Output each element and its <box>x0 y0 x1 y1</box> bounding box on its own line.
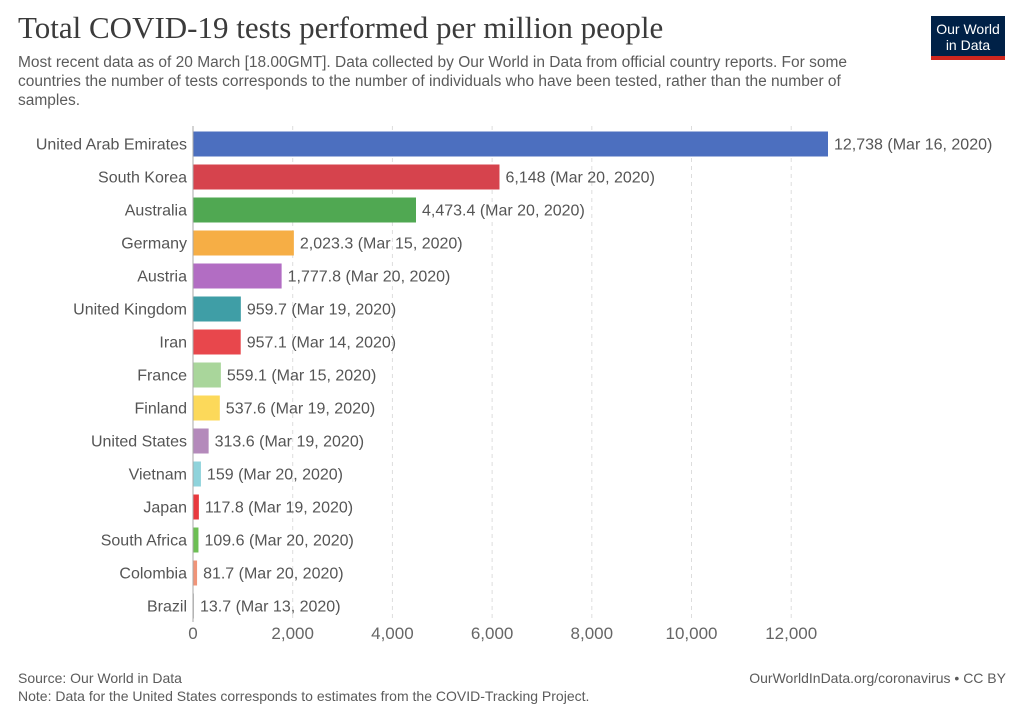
bar <box>193 395 220 421</box>
data-label: 537.6 (Mar 19, 2020) <box>226 401 375 418</box>
data-label: 12,738 (Mar 16, 2020) <box>834 137 992 154</box>
category-label: South Africa <box>101 533 187 550</box>
category-label: Iran <box>159 335 187 352</box>
category-label: Australia <box>125 203 187 220</box>
data-label: 957.1 (Mar 14, 2020) <box>247 335 396 352</box>
x-tick-label: 2,000 <box>271 624 314 643</box>
bar <box>193 164 500 190</box>
category-label: Vietnam <box>129 467 187 484</box>
data-label: 13.7 (Mar 13, 2020) <box>200 599 341 616</box>
bar <box>193 263 282 289</box>
category-label: France <box>137 368 187 385</box>
bar <box>193 560 198 586</box>
bar <box>193 230 294 256</box>
data-label: 4,473.4 (Mar 20, 2020) <box>422 203 585 220</box>
category-label: Germany <box>121 236 187 253</box>
x-tick-label: 4,000 <box>371 624 414 643</box>
data-label: 6,148 (Mar 20, 2020) <box>505 170 654 187</box>
source-note: Source: Our World in Data <box>18 670 182 686</box>
bar-chart: United Arab Emirates 12,738 (Mar 16, 2020… <box>36 126 992 643</box>
x-tick-label: 0 <box>188 624 197 643</box>
x-tick-label: 6,000 <box>471 624 514 643</box>
data-label: 313.6 (Mar 19, 2020) <box>215 434 364 451</box>
category-label: Colombia <box>119 566 187 583</box>
bar <box>193 428 209 454</box>
x-tick-label: 8,000 <box>571 624 614 643</box>
bar <box>193 527 199 553</box>
category-label: Finland <box>135 401 187 418</box>
bar <box>193 494 199 520</box>
bar <box>193 296 241 322</box>
chart-title: Total COVID-19 tests performed per milli… <box>18 10 664 45</box>
data-label: 117.8 (Mar 19, 2020) <box>205 500 353 517</box>
data-label: 2,023.3 (Mar 15, 2020) <box>300 236 463 253</box>
x-tick-label: 12,000 <box>765 624 817 643</box>
category-label: Japan <box>143 500 187 517</box>
x-tick-label: 10,000 <box>666 624 718 643</box>
logo-line-2: in Data <box>945 37 991 53</box>
bar <box>193 131 828 157</box>
bar <box>193 329 241 355</box>
category-label: United Arab Emirates <box>36 137 187 154</box>
credit-link[interactable]: OurWorldInData.org/coronavirus • CC BY <box>749 670 1006 686</box>
category-label: South Korea <box>98 170 187 187</box>
data-note: Note: Data for the United States corresp… <box>18 688 590 704</box>
bar <box>193 197 417 223</box>
category-label: Brazil <box>147 599 187 616</box>
chart-subtitle: Most recent data as of 20 March [18.00GM… <box>18 54 848 109</box>
category-label: United Kingdom <box>73 302 187 319</box>
data-label: 1,777.8 (Mar 20, 2020) <box>288 269 451 286</box>
category-label: United States <box>91 434 187 451</box>
bar <box>193 362 221 388</box>
our-world-in-data-logo[interactable]: Our World in Data <box>931 16 1005 60</box>
logo-line-1: Our World <box>936 21 1000 37</box>
category-label: Austria <box>137 269 187 286</box>
data-label: 959.7 (Mar 19, 2020) <box>247 302 396 319</box>
bar <box>193 461 201 487</box>
data-label: 81.7 (Mar 20, 2020) <box>203 566 344 583</box>
data-label: 559.1 (Mar 15, 2020) <box>227 368 376 385</box>
data-label: 159 (Mar 20, 2020) <box>207 467 343 484</box>
data-label: 109.6 (Mar 20, 2020) <box>204 533 353 550</box>
